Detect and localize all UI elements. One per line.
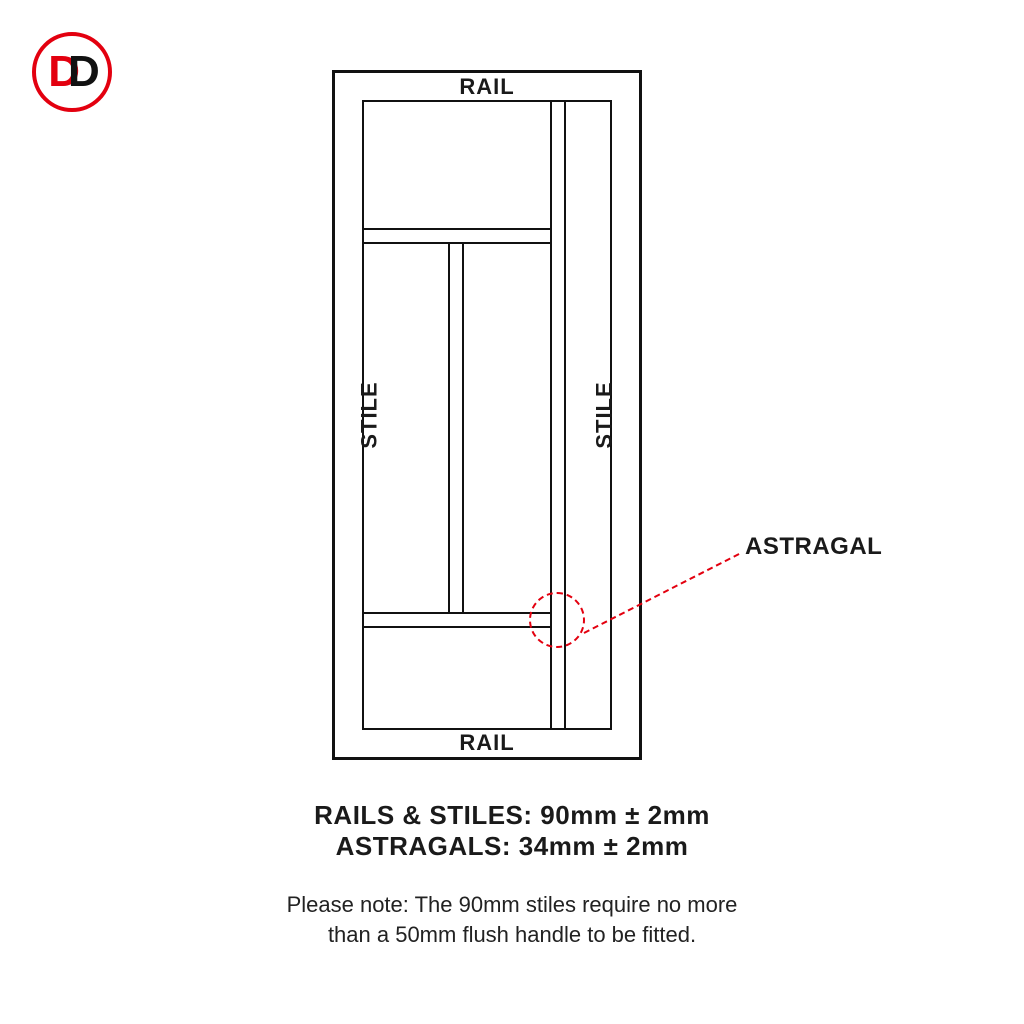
note-block: Please note: The 90mm stiles require no … <box>0 890 1024 949</box>
label-rail-top: RAIL <box>459 74 514 100</box>
note-line-2: than a 50mm flush handle to be fitted. <box>0 920 1024 950</box>
label-stile-right: STILE <box>591 381 617 448</box>
brand-logo: D D <box>32 32 112 112</box>
label-stile-left: STILE <box>357 381 383 448</box>
callout-circle <box>529 592 585 648</box>
spec-block: RAILS & STILES: 90mm ± 2mm ASTRAGALS: 34… <box>0 800 1024 862</box>
label-rail-bottom: RAIL <box>459 730 514 756</box>
logo-letter-2: D <box>68 50 96 94</box>
callout-label-astragal: ASTRAGAL <box>745 533 882 561</box>
astragal-vertical-center-a <box>448 242 450 612</box>
astragal-vertical-center-b <box>462 242 464 612</box>
page-canvas: D D RAIL RAIL STILE STILE ASTRAGAL RAILS… <box>0 0 1024 1024</box>
astragal-horizontal-bottom-a <box>362 612 550 614</box>
astragal-horizontal-bottom-b <box>362 626 550 628</box>
spec-line-astragals: ASTRAGALS: 34mm ± 2mm <box>0 831 1024 862</box>
rail-top-line <box>362 100 612 102</box>
astragal-horizontal-top-b <box>362 242 550 244</box>
door-diagram: RAIL RAIL STILE STILE <box>332 70 642 760</box>
note-line-1: Please note: The 90mm stiles require no … <box>0 890 1024 920</box>
spec-line-rails-stiles: RAILS & STILES: 90mm ± 2mm <box>0 800 1024 831</box>
astragal-horizontal-top-a <box>362 228 550 230</box>
